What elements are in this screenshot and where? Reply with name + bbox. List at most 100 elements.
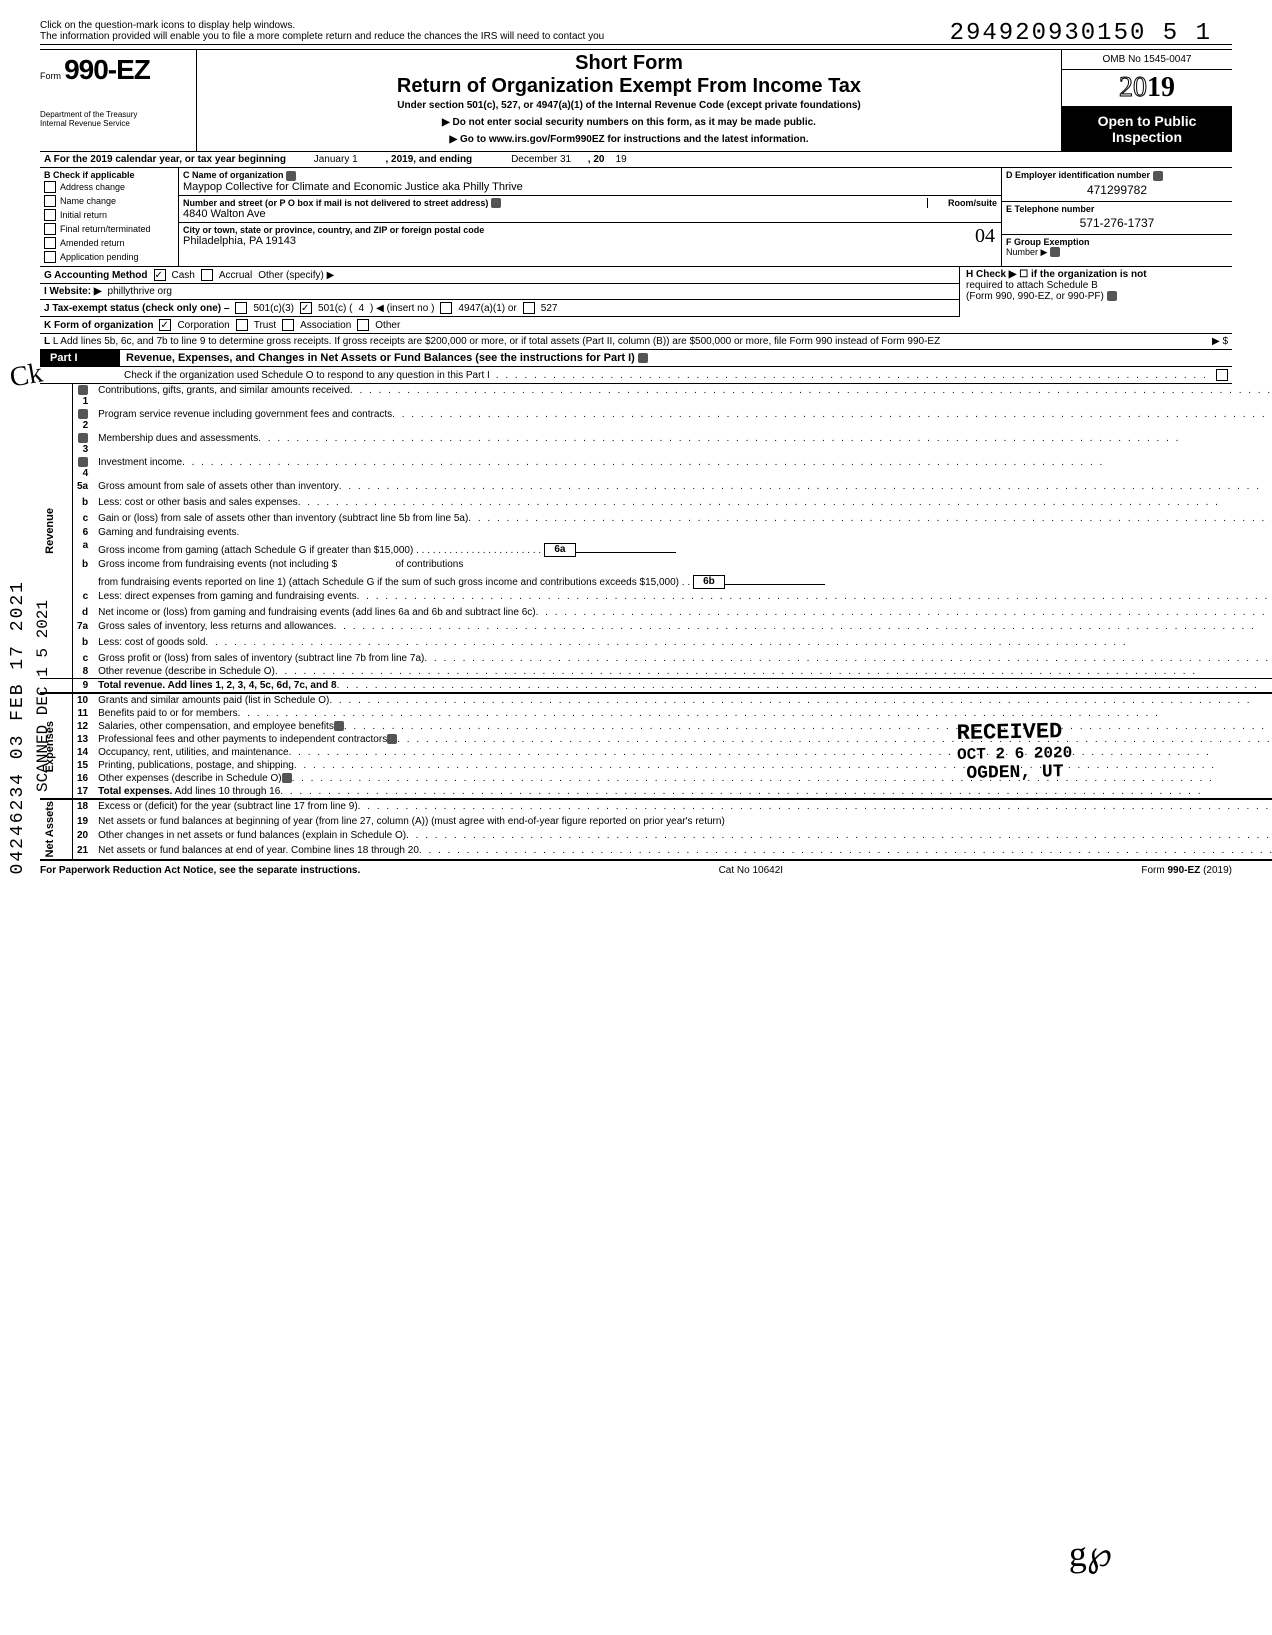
- chk-amended-return[interactable]: Amended return: [44, 236, 174, 250]
- col-b: B Check if applicable Address change Nam…: [40, 168, 179, 266]
- page-footer: For Paperwork Reduction Act Notice, see …: [40, 861, 1232, 876]
- line-desc: Less: cost or other basis and sales expe…: [98, 497, 298, 511]
- line-i: I Website: ▶ phillythrive org: [40, 284, 959, 300]
- line-h-l3: (Form 990, 990-EZ, or 990-PF): [966, 291, 1104, 302]
- help-icon[interactable]: [638, 353, 648, 363]
- line-desc: Grants and similar amounts paid (list in…: [98, 695, 329, 706]
- help-icon[interactable]: [282, 773, 292, 783]
- help-icon[interactable]: [78, 457, 88, 467]
- org-name-row: C Name of organization Maypop Collective…: [179, 168, 1001, 196]
- side-revenue: Revenue: [44, 508, 56, 554]
- line-num: 8: [73, 665, 95, 679]
- chk-final-return[interactable]: Final return/terminated: [44, 222, 174, 236]
- chk-other-org[interactable]: [357, 319, 369, 331]
- chk-address-change[interactable]: Address change: [44, 180, 174, 194]
- chk-cash[interactable]: ✓: [154, 269, 166, 281]
- line-a-end-year: 19: [616, 154, 627, 165]
- help-icon[interactable]: [286, 171, 296, 181]
- help-icon[interactable]: [387, 734, 397, 744]
- ein-value: 471299782: [1006, 181, 1228, 199]
- line-num: 21: [73, 844, 95, 860]
- line-h-l1: H Check ▶ ☐ if the organization is not: [966, 269, 1147, 280]
- omb-number: OMB No 1545-0047: [1062, 50, 1232, 70]
- line-l-text: L Add lines 5b, 6c, and 7b to line 9 to …: [53, 336, 940, 347]
- line-a: A For the 2019 calendar year, or tax yea…: [40, 152, 1232, 168]
- part1-header: Part I Revenue, Expenses, and Changes in…: [40, 350, 1232, 367]
- dept-treasury: Department of the Treasury: [40, 110, 190, 119]
- line-desc: Other changes in net assets or fund bala…: [98, 830, 406, 841]
- opt-corp: Corporation: [177, 320, 229, 331]
- help-icon[interactable]: [491, 198, 501, 208]
- line-num: 19: [73, 815, 95, 830]
- signature-mark: g℘: [1069, 1533, 1112, 1575]
- line-num: 11: [73, 707, 95, 720]
- phone-row: E Telephone number 571-276-1737: [1002, 202, 1232, 235]
- line-desc: Gross income from gaming (attach Schedul…: [98, 545, 413, 556]
- chk-4947[interactable]: [440, 302, 452, 314]
- chk-label: Final return/terminated: [60, 224, 151, 234]
- line-num: 2: [83, 420, 89, 431]
- opt-other-org: Other: [375, 320, 400, 331]
- line-desc: Occupancy, rent, utilities, and maintena…: [98, 747, 288, 758]
- dept-irs: Internal Revenue Service: [40, 119, 190, 128]
- chk-schedule-o[interactable]: [1216, 369, 1228, 381]
- line-desc: of contributions: [396, 559, 464, 570]
- line-j-label: J Tax-exempt status (check only one) –: [44, 303, 229, 314]
- line-num: 9: [73, 679, 95, 694]
- chk-label: Initial return: [60, 210, 107, 220]
- line-desc: Gaming and fundraising events.: [94, 526, 1272, 539]
- line-num: 4: [83, 468, 89, 479]
- line-desc: Net assets or fund balances at end of ye…: [98, 845, 419, 856]
- line-desc: Other revenue (describe in Schedule O): [98, 666, 275, 677]
- opt-527: 527: [541, 303, 558, 314]
- chk-527[interactable]: [523, 302, 535, 314]
- line-k-label: K Form of organization: [44, 320, 153, 331]
- line-num: 1: [83, 396, 89, 407]
- chk-name-change[interactable]: Name change: [44, 194, 174, 208]
- help-icon[interactable]: [78, 409, 88, 419]
- line-num: 5a: [73, 480, 95, 496]
- subtitle: Under section 501(c), 527, or 4947(a)(1)…: [205, 100, 1053, 111]
- line-num: b: [73, 496, 95, 512]
- line-desc: Other expenses (describe in Schedule O): [98, 773, 281, 784]
- side-stamp-2: SCANNED DEC 1 5 2021: [34, 600, 52, 792]
- help-icon[interactable]: [1107, 291, 1117, 301]
- opt-cash: Cash: [172, 270, 195, 281]
- chk-assoc[interactable]: [282, 319, 294, 331]
- chk-501c3[interactable]: [235, 302, 247, 314]
- line-desc: Investment income: [98, 457, 182, 468]
- line-a-end-label: , 20: [588, 154, 605, 165]
- header-center: Short Form Return of Organization Exempt…: [197, 50, 1061, 151]
- help-icon[interactable]: [1153, 171, 1163, 181]
- help-icon[interactable]: [334, 721, 344, 731]
- help-icon[interactable]: [78, 433, 88, 443]
- col-c: C Name of organization Maypop Collective…: [179, 168, 1001, 266]
- line-desc: Net income or (loss) from gaming and fun…: [98, 607, 535, 618]
- line-num: 7a: [73, 620, 95, 636]
- line-i-label: I Website: ▶: [44, 286, 102, 297]
- chk-trust[interactable]: [236, 319, 248, 331]
- chk-accrual[interactable]: [201, 269, 213, 281]
- website-value: phillythrive org: [108, 286, 172, 297]
- chk-corp[interactable]: ✓: [159, 319, 171, 331]
- section-b-c-d: B Check if applicable Address change Nam…: [40, 168, 1232, 267]
- arrow-line-1: ▶ Do not enter social security numbers o…: [205, 117, 1053, 128]
- chk-501c[interactable]: ✓: [300, 302, 312, 314]
- help-icon[interactable]: [1050, 247, 1060, 257]
- line-num: 17: [73, 785, 95, 799]
- footer-left: For Paperwork Reduction Act Notice, see …: [40, 865, 360, 876]
- header-right: OMB No 1545-0047 2019 Open to Public Ins…: [1061, 50, 1232, 151]
- footer-center: Cat No 10642I: [719, 865, 784, 876]
- line-desc: Printing, publications, postage, and shi…: [98, 760, 294, 771]
- col-b-header: B Check if applicable: [44, 170, 174, 180]
- help-icon[interactable]: [78, 385, 88, 395]
- chk-label: Amended return: [60, 238, 125, 248]
- line-desc: from fundraising events reported on line…: [98, 577, 679, 588]
- chk-application-pending[interactable]: Application pending: [44, 250, 174, 264]
- ein-label: D Employer identification number: [1006, 170, 1150, 180]
- line-desc: Membership dues and assessments: [98, 433, 258, 444]
- col-d: D Employer identification number 4712997…: [1001, 168, 1232, 266]
- chk-initial-return[interactable]: Initial return: [44, 208, 174, 222]
- room-suite-label: Room/suite: [927, 198, 997, 208]
- footer-right: Form 990-EZ (2019): [1141, 865, 1232, 876]
